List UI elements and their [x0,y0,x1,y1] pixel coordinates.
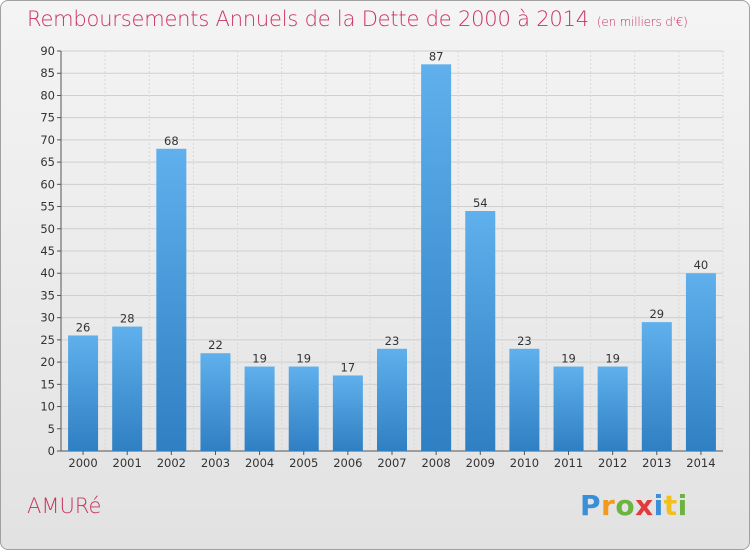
data-label: 54 [473,196,488,210]
y-tick-label: 65 [40,155,55,169]
x-tick-label: 2006 [333,456,362,470]
y-tick-label: 55 [40,200,55,214]
bar [332,375,363,451]
y-tick-label: 40 [40,266,55,280]
bar [685,273,716,451]
x-tick-label: 2000 [68,456,97,470]
y-tick-label: 70 [40,133,55,147]
y-tick-label: 60 [40,177,55,191]
y-tick-label: 75 [40,111,55,125]
bar [421,64,452,452]
bar [288,366,319,451]
data-label: 29 [649,307,664,321]
commune-name: AMURé [27,494,102,518]
bar [597,366,628,451]
x-tick-label: 2010 [510,456,539,470]
y-tick-label: 85 [40,66,55,80]
bar [509,348,540,451]
x-tick-label: 2005 [289,456,318,470]
y-tick-label: 5 [48,422,55,436]
data-label: 19 [296,352,311,366]
proxiti-logo: Proxiti [580,489,688,522]
x-tick-label: 2014 [686,456,715,470]
x-tick-label: 2004 [245,456,274,470]
chart-title-text: Remboursements Annuels de la Dette de 20… [27,7,589,31]
data-label: 26 [76,320,91,334]
data-label: 23 [385,334,400,348]
bar [68,335,99,451]
x-tick-label: 2011 [554,456,583,470]
bar [465,211,496,451]
logo-letter: x [635,489,654,522]
x-tick-label: 2008 [421,456,450,470]
x-tick-label: 2003 [201,456,230,470]
x-tick-label: 2013 [642,456,671,470]
logo-letter: r [601,489,616,522]
y-tick-label: 90 [40,44,55,58]
data-label: 23 [517,334,532,348]
y-tick-label: 15 [40,377,55,391]
bar [244,366,275,451]
logo-letter: t [663,489,678,522]
data-label: 40 [694,258,709,272]
bar [553,366,584,451]
data-label: 68 [164,134,179,148]
y-tick-label: 25 [40,333,55,347]
bar [377,348,407,451]
data-label: 28 [120,312,135,326]
bar [112,326,143,451]
x-tick-label: 2009 [466,456,495,470]
x-tick-label: 2001 [113,456,142,470]
bar [200,353,231,451]
y-tick-label: 45 [40,244,55,258]
x-tick-label: 2002 [157,456,186,470]
y-tick-label: 30 [40,311,55,325]
y-tick-label: 10 [40,400,55,414]
data-label: 19 [252,352,267,366]
x-tick-label: 2007 [377,456,406,470]
data-label: 17 [341,360,356,374]
logo-letter: P [580,489,602,522]
logo-letter: i [677,489,688,522]
data-label: 19 [605,352,620,366]
logo-letter: i [653,489,664,522]
y-tick-label: 0 [48,444,55,458]
y-tick-label: 20 [40,355,55,369]
bar [641,322,672,451]
bar [156,148,187,451]
data-labels: 26 28 68 22 19 19 17 23 87 54 23 19 19 29 40 [76,49,709,374]
y-tick-label: 35 [40,288,55,302]
data-label: 87 [429,49,444,63]
chart-title-unit: (en milliers d'€) [596,15,688,29]
data-label: 22 [208,338,223,352]
y-tick-label: 80 [40,88,55,102]
data-label: 19 [561,352,576,366]
chart-title: Remboursements Annuels de la Dette de 20… [27,7,688,31]
x-tick-label: 2012 [598,456,627,470]
bars [68,64,716,452]
logo-letter: o [615,489,636,522]
y-tick-label: 50 [40,222,55,236]
